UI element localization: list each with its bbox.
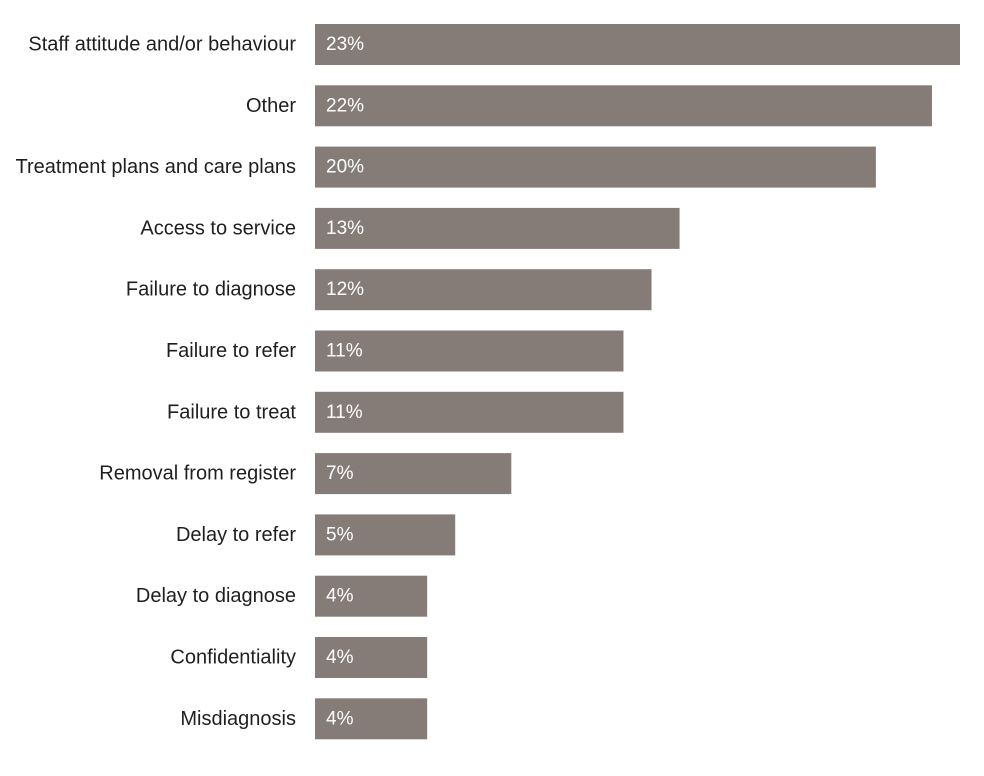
bar-10 (315, 575, 428, 617)
category-label: Failure to treat (167, 401, 296, 423)
value-label: 11% (326, 402, 363, 423)
bar-9 (315, 514, 456, 556)
value-label: 7% (326, 463, 354, 484)
bar-6 (315, 330, 624, 372)
value-label: 22% (326, 95, 364, 116)
category-label: Delay to diagnose (136, 585, 296, 607)
bar-2 (315, 85, 932, 127)
value-label: 13% (326, 218, 364, 239)
bar-5 (315, 269, 652, 311)
value-label: 4% (326, 647, 354, 668)
category-label: Failure to diagnose (126, 279, 296, 301)
category-label: Staff attitude and/or behaviour (28, 34, 296, 56)
category-labels: Staff attitude and/or behaviour Other Trea… (15, 34, 296, 730)
category-label: Treatment plans and care plans (15, 156, 296, 178)
value-label: 20% (326, 157, 364, 178)
bars-layer (315, 24, 960, 740)
value-labels: 23% 22% 20% 13% 12% 11% 11% 7% 5% 4% 4% 4% (326, 34, 364, 729)
value-label: 23% (326, 34, 364, 55)
category-label: Misdiagnosis (180, 708, 296, 730)
category-label: Failure to refer (166, 340, 296, 362)
value-label: 4% (326, 708, 354, 729)
category-label: Delay to refer (176, 524, 296, 546)
category-label: Access to service (140, 217, 296, 239)
value-label: 5% (326, 524, 354, 545)
bar-7 (315, 391, 624, 433)
value-label: 11% (326, 341, 363, 362)
value-label: 4% (326, 586, 354, 607)
bar-8 (315, 453, 512, 495)
bar-11 (315, 637, 428, 678)
bar-12 (315, 698, 428, 740)
value-label: 12% (326, 279, 364, 300)
category-label: Confidentiality (170, 647, 296, 669)
bar-3 (315, 146, 876, 188)
bar-4 (315, 207, 680, 249)
bar-1 (315, 24, 960, 65)
category-label: Removal from register (99, 463, 296, 485)
category-label: Other (246, 95, 296, 117)
